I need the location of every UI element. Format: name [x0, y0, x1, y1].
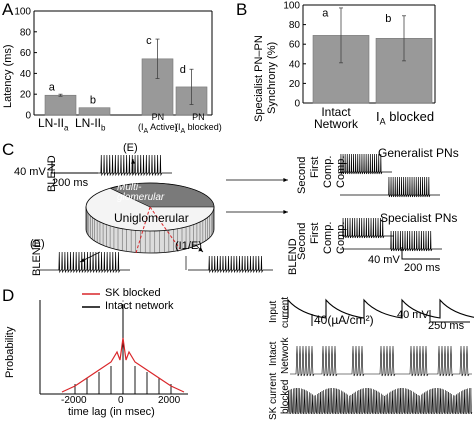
panel-a-sig-letter: a — [49, 82, 56, 94]
scale-bar-c-right — [401, 247, 440, 260]
e-label-top: (E) — [123, 142, 138, 154]
arrow-to-i1e-head — [198, 247, 203, 252]
panel-b-xlabel-ia-blocked: IA blocked — [376, 109, 435, 127]
multiglomerular-slice — [109, 182, 215, 208]
trace-specialist-1 — [342, 217, 394, 239]
scale-mv-c-right: 40 mV — [368, 254, 400, 266]
xtick-0: 0 — [118, 395, 124, 406]
panel-a-ytick-label: 80 — [20, 27, 32, 38]
trace-generalist-1 — [340, 153, 392, 175]
trace-specialist-2 — [340, 230, 442, 252]
panel-a-bar — [78, 107, 111, 116]
sk-blocked-trace — [287, 387, 473, 415]
trace-bottom-left — [38, 251, 130, 274]
scale-ms-c: 200 ms — [52, 177, 89, 189]
xtick-2000: 2000 — [158, 395, 181, 406]
panel-a-xlabel-pn-active: PN (IA Active) — [138, 112, 178, 135]
input-current-label-1: Input — [268, 300, 279, 323]
scale-ms-d: 250 ms — [428, 320, 465, 332]
panel-a-ytick-label: 100 — [14, 7, 31, 18]
scale-mv-c: 40 mV — [14, 166, 46, 178]
panel-b-xlabel-intact: Intact Network — [314, 105, 359, 131]
panel-a-xlabel-lnii-b: LN-IIb — [75, 116, 106, 133]
intact-network-label-1: Intact — [268, 341, 279, 366]
sk-blocked-label-1: SK current — [268, 372, 279, 420]
multiglomerular-label: Multi- glomerular — [117, 182, 165, 203]
legend-intact-network: Intact network — [105, 300, 174, 312]
panel-a-sig-letter: d — [180, 64, 186, 76]
scale-current: 40(µA/cm²) — [314, 313, 374, 327]
intact-network-trace — [290, 345, 472, 377]
trace-generalist-2 — [340, 176, 440, 198]
panel-b-sig-letter: a — [322, 7, 329, 19]
panel-a-xlabel-lnii-a: LN-IIa — [38, 116, 69, 133]
panel-b-ytick-label: 40 — [289, 59, 301, 70]
red-dashed-2 — [149, 206, 181, 250]
panel-a-ytick-label: 0 — [25, 111, 31, 122]
trace-top-left — [70, 154, 172, 177]
panel-b-ytick-label: 100 — [283, 1, 300, 12]
panel-c-letter: C — [2, 140, 15, 159]
arrow-to-bottom-trace-head — [80, 258, 85, 262]
panel-b-letter: B — [236, 0, 248, 19]
scale-bar-c — [51, 161, 98, 174]
panel-b-ytick-label: 0 — [294, 99, 300, 110]
e-label-bottom: (E) — [30, 238, 45, 250]
panel-d-letter: D — [2, 286, 15, 305]
uniglomerular-label: Uniglomerular — [114, 211, 189, 225]
intact-network-label-2: Network — [280, 337, 291, 374]
panel-a-ytick-label: 20 — [20, 90, 32, 101]
panel-d-xlabel: time lag (in msec) — [68, 406, 155, 418]
input-current-trace — [287, 298, 474, 319]
panel-a-bar-chart: 0 20 40 60 80 100 a b c d — [14, 7, 213, 122]
arrow-to-top-trace-head — [131, 159, 135, 164]
xtick-neg2000: -2000 — [61, 395, 87, 406]
i1e-label: (I1/E) — [175, 240, 202, 252]
panel-b-bar-chart: 0 20 40 60 80 100 a b — [283, 1, 436, 110]
generalist-pns-label: Generalist PNs — [378, 146, 459, 160]
panel-a-xlabel-pn-blocked: PN (IA blocked) — [175, 112, 222, 135]
panel-b-ytick-label: 60 — [289, 40, 301, 51]
panel-a-ytick-label: 40 — [20, 69, 32, 80]
legend-sk-blocked: SK blocked — [105, 287, 161, 299]
panel-a-sig-letter: c — [146, 35, 152, 47]
input-current-label-2: current — [280, 296, 291, 328]
panel-a-letter: A — [2, 0, 14, 19]
panel-a-ytick-label: 60 — [20, 48, 32, 59]
red-dashed-1 — [135, 206, 151, 254]
panel-b-ytick-label: 20 — [289, 79, 301, 90]
panel-d-ylabel: Probability — [4, 326, 16, 378]
arrow-to-specialist-head — [283, 210, 288, 214]
panel-a-sig-letter: b — [90, 95, 96, 107]
scale-bar-d — [429, 310, 470, 323]
scale-mv-d: 40 mV — [397, 309, 429, 321]
trace-i1e — [188, 255, 273, 274]
arrow-to-generalist-head — [283, 178, 288, 182]
sk-blocked-label-2: blocked — [280, 379, 291, 414]
scale-ms-c-right: 200 ms — [404, 262, 441, 274]
panel-b-sig-letter: b — [385, 13, 391, 25]
sk-blocked-curve — [61, 337, 185, 393]
panel-b-ytick-label: 80 — [289, 20, 301, 31]
specialist-pns-label: Specialist PNs — [380, 211, 458, 225]
